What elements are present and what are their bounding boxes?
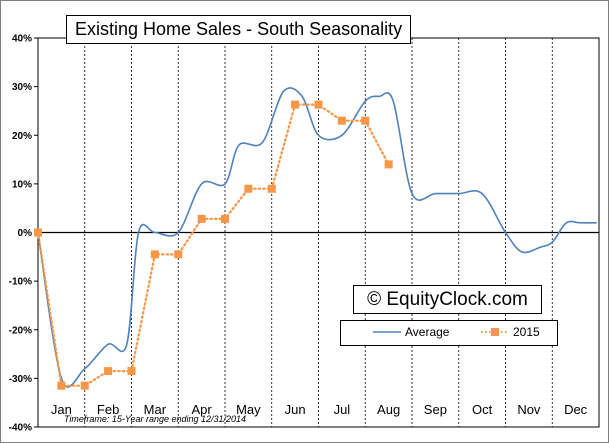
x-tick-label: Mar bbox=[144, 402, 167, 417]
y-tick-label: 20% bbox=[12, 131, 32, 142]
x-tick-label: Aug bbox=[377, 402, 400, 417]
chart-title: Existing Home Sales - South Seasonality bbox=[66, 15, 412, 44]
y-tick-label: -30% bbox=[9, 374, 32, 385]
y-tick-label: -10% bbox=[9, 277, 32, 288]
series-point-2015 bbox=[174, 250, 183, 259]
series-point-2015 bbox=[221, 214, 229, 223]
legend-item-average: Average bbox=[373, 325, 449, 339]
series-point-2015 bbox=[57, 381, 66, 390]
series-point-2015 bbox=[361, 116, 370, 125]
x-tick-label: Nov bbox=[517, 402, 541, 417]
legend-label-average: Average bbox=[405, 325, 450, 339]
x-tick-label: Jul bbox=[334, 402, 351, 417]
series-point-2015 bbox=[150, 250, 159, 259]
series-point-2015 bbox=[127, 367, 136, 376]
series-point-2015 bbox=[80, 381, 89, 390]
legend-item-2015: 2015 bbox=[481, 325, 540, 339]
x-tick-label: Sep bbox=[424, 402, 447, 417]
series-point-2015 bbox=[291, 100, 300, 109]
y-tick-label: -20% bbox=[9, 325, 32, 336]
x-tick-label: Apr bbox=[192, 402, 213, 417]
y-tick-label: 30% bbox=[12, 82, 32, 93]
legend-swatch-2015 bbox=[481, 328, 509, 336]
y-tick-label: 0% bbox=[18, 228, 33, 239]
series-point-2015 bbox=[314, 100, 323, 109]
x-tick-label: Jan bbox=[51, 402, 72, 417]
series-point-2015 bbox=[337, 116, 346, 125]
y-tick-label: 10% bbox=[12, 179, 32, 190]
x-tick-label: Feb bbox=[97, 402, 119, 417]
chart-legend: Average 2015 bbox=[340, 320, 558, 346]
y-tick-label: -40% bbox=[9, 423, 32, 434]
x-tick-label: Oct bbox=[472, 402, 493, 417]
timeframe-footnote: Timeframe: 15-Year range ending 12/31/20… bbox=[64, 414, 247, 424]
series-point-2015 bbox=[104, 367, 113, 376]
x-tick-label: May bbox=[236, 402, 261, 417]
x-tick-label: Jun bbox=[285, 402, 306, 417]
series-point-2015 bbox=[384, 160, 393, 169]
series-point-2015 bbox=[197, 214, 206, 223]
legend-swatch-average bbox=[373, 331, 401, 333]
x-tick-label: Dec bbox=[564, 402, 588, 417]
series-point-2015 bbox=[267, 184, 276, 193]
legend-label-2015: 2015 bbox=[513, 325, 540, 339]
series-point-2015 bbox=[244, 184, 253, 193]
series-line-average bbox=[37, 87, 597, 388]
watermark-label: © EquityClock.com bbox=[353, 285, 542, 314]
series-point-2015 bbox=[34, 228, 42, 237]
y-tick-label: 40% bbox=[12, 34, 32, 45]
